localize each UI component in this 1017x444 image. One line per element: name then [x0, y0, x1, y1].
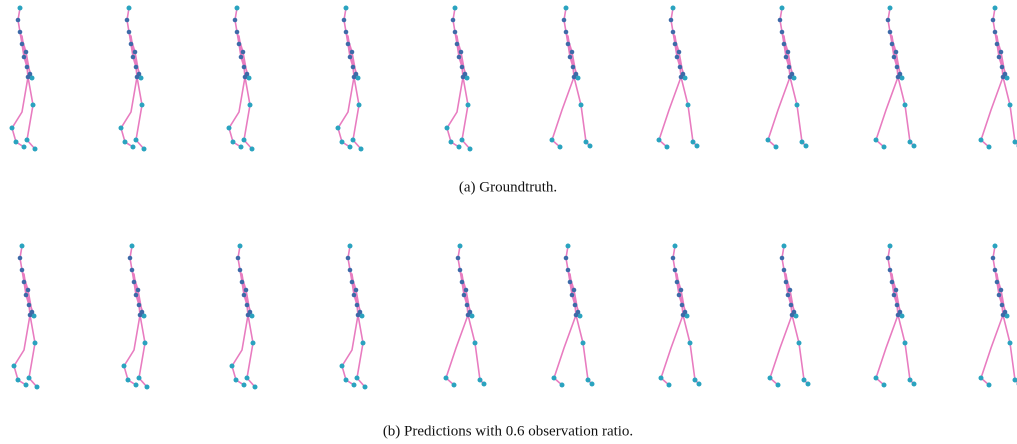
skeleton	[336, 6, 364, 152]
skeleton	[552, 244, 595, 388]
skeleton	[119, 6, 147, 152]
caption: (b) Predictions with 0.6 observation rat…	[383, 423, 633, 439]
skeleton	[10, 6, 38, 152]
skeleton	[874, 6, 917, 150]
skeleton	[445, 6, 473, 152]
skeleton	[122, 244, 150, 390]
skeleton	[227, 6, 255, 152]
caption: (a) Groundtruth.	[459, 179, 557, 195]
skeleton	[768, 244, 811, 388]
skeleton	[12, 244, 40, 390]
skeleton	[230, 244, 258, 390]
page: {"figure": {"rows": [ {"caption": "(a) G…	[0, 0, 1017, 444]
figure: (a) Groundtruth. (b) Predictions with 0.…	[0, 0, 1017, 444]
skeleton	[657, 6, 700, 150]
skeleton	[979, 244, 1017, 388]
skeleton	[444, 244, 487, 388]
skeleton	[659, 244, 702, 388]
skeleton	[340, 244, 368, 390]
skeleton	[766, 6, 809, 150]
skeleton	[550, 6, 593, 150]
skeleton	[874, 244, 917, 388]
skeleton	[979, 6, 1017, 150]
